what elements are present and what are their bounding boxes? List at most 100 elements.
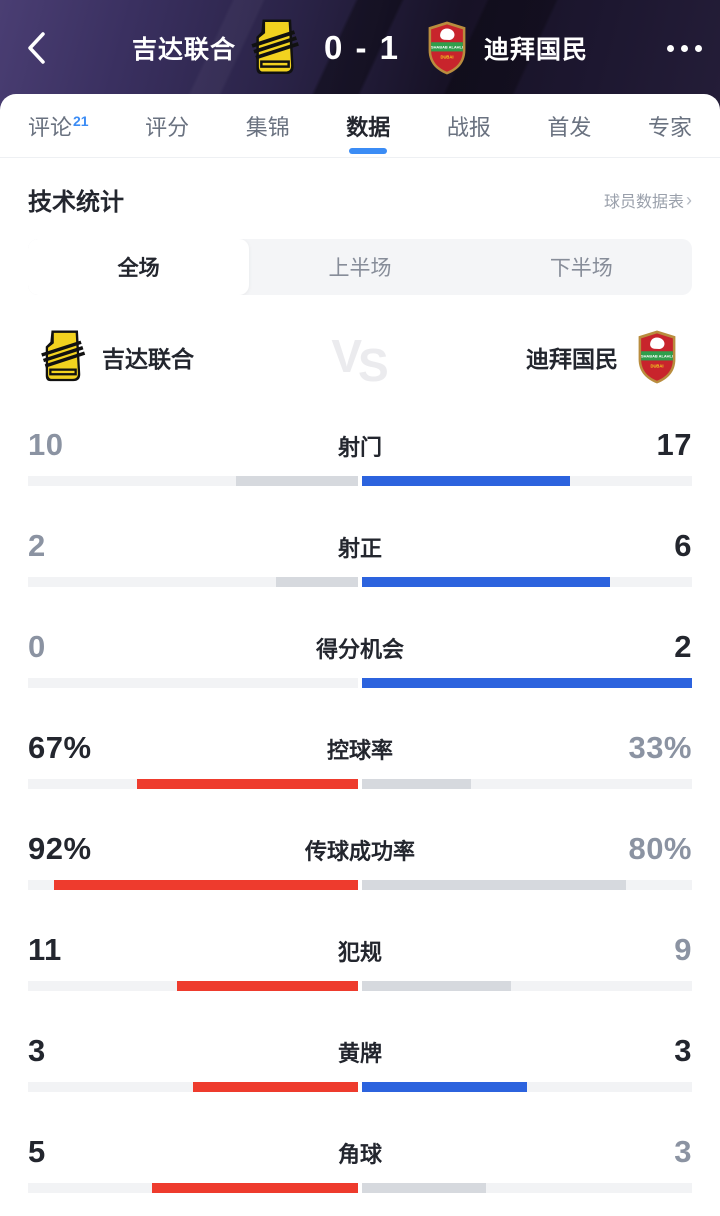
stat-home-value: 5 <box>28 1134 46 1169</box>
stat-bar <box>28 981 692 991</box>
svg-text:SHABAB ALAHLI: SHABAB ALAHLI <box>641 354 673 359</box>
away-team-side: 迪拜国民 SHABAB ALAHLI DUBAI <box>526 329 680 385</box>
more-button[interactable] <box>667 36 702 60</box>
svg-text:DUBAI: DUBAI <box>440 54 453 59</box>
stat-bar <box>28 476 692 486</box>
tab-bar: 评论21 评分 集锦 数据 战报 首发 专家 <box>0 94 720 158</box>
stat-row: 5 角球 3 <box>0 1134 720 1193</box>
stat-away-value: 2 <box>674 629 692 664</box>
stat-away-value: 9 <box>674 932 692 967</box>
stat-bar-away-fill <box>362 981 511 991</box>
stat-bar <box>28 779 692 789</box>
home-team-logo-ittihad <box>251 19 299 75</box>
stat-bar-home-track <box>28 577 358 587</box>
section-title: 技术统计 <box>28 189 124 216</box>
segment-上半场[interactable]: 上半场 <box>328 257 392 280</box>
content-card: 评论21 评分 集锦 数据 战报 首发 专家 技术统计 球员数据表 › 全场 上半场 下半场 吉… <box>0 94 720 1216</box>
stat-bar-home-track <box>28 1183 358 1193</box>
tab-评论[interactable]: 评论21 <box>28 112 89 140</box>
period-segmented-control: 全场 上半场 下半场 <box>28 239 692 295</box>
stat-home-value: 2 <box>28 528 46 563</box>
more-dots-icon <box>667 44 674 52</box>
stat-home-value: 0 <box>28 629 46 664</box>
stat-label: 射正 <box>337 536 382 561</box>
stat-bar-away-track <box>362 1183 692 1193</box>
chevron-right-icon: › <box>686 189 692 210</box>
stat-bar-away-fill <box>362 678 692 688</box>
stat-label: 射门 <box>337 435 382 460</box>
away-team-logo-shabab-alahli: SHABAB ALAHLI DUBAI <box>428 21 466 75</box>
stat-bar-home-fill <box>193 1082 358 1092</box>
stat-bar <box>28 577 692 587</box>
tab-首发[interactable]: 首发 <box>547 114 592 140</box>
stat-bar-home-fill <box>275 577 358 587</box>
stat-label: 黄牌 <box>337 1041 382 1066</box>
stat-bar-away-track <box>362 476 692 486</box>
tab-数据[interactable]: 数据 <box>340 96 396 156</box>
stat-bar-away-fill <box>362 1082 527 1092</box>
header-home-team-name: 吉达联合 <box>131 36 236 64</box>
stat-label: 角球 <box>337 1142 382 1167</box>
stat-bar-away-fill <box>362 779 471 789</box>
back-button[interactable] <box>18 30 54 66</box>
tab-评分[interactable]: 评分 <box>145 114 190 140</box>
stat-row: 3 黄牌 3 <box>0 1033 720 1092</box>
stat-home-value: 11 <box>28 932 62 967</box>
stat-away-value: 3 <box>674 1033 692 1068</box>
stat-bar-home-track <box>28 981 358 991</box>
away-team-label: 迪拜国民 <box>526 346 618 372</box>
stat-bar-home-track <box>28 779 358 789</box>
away-team-logo-shabab-alahli: SHABAB ALAHLI DUBAI <box>638 330 676 384</box>
stat-away-value: 33% <box>628 730 692 765</box>
stat-bar-away-track <box>362 981 692 991</box>
stat-bar-home-fill <box>54 880 358 890</box>
tab-集锦[interactable]: 集锦 <box>245 114 290 140</box>
stat-bar-away-fill <box>362 476 570 486</box>
stat-bar-home-fill <box>136 779 358 789</box>
stat-bar-away-track <box>362 1082 692 1092</box>
tab-专家[interactable]: 专家 <box>647 114 692 140</box>
home-team-logo-ittihad <box>41 330 86 382</box>
home-team-side: 吉达联合 <box>40 328 194 386</box>
stat-away-value: 6 <box>674 528 692 563</box>
stat-bar-home-fill <box>151 1183 358 1193</box>
stat-bar-away-fill <box>362 577 610 587</box>
stat-row: 11 犯规 9 <box>0 932 720 991</box>
stat-row: 2 射正 6 <box>0 528 720 587</box>
stat-bar-home-fill <box>235 476 358 486</box>
stat-label: 犯规 <box>337 940 382 965</box>
stat-home-value: 10 <box>28 427 64 462</box>
stat-bar-away-track <box>362 577 692 587</box>
stat-bar <box>28 678 692 688</box>
stat-away-value: 80% <box>628 831 692 866</box>
stat-away-value: 3 <box>674 1134 692 1169</box>
stat-bar <box>28 1082 692 1092</box>
stat-bar-away-track <box>362 779 692 789</box>
teams-row: 吉达联合 VS 迪拜国民 SHABAB ALAHLI DUBAI <box>0 321 720 393</box>
stat-bar-away-track <box>362 880 692 890</box>
section-head: 技术统计 球员数据表 › <box>0 158 720 217</box>
stat-bar-home-track <box>28 880 358 890</box>
stat-label: 传球成功率 <box>304 839 415 864</box>
segment-全场[interactable]: 全场 <box>28 239 250 295</box>
stat-label: 控球率 <box>326 738 393 763</box>
stat-row: 0 得分机会 2 <box>0 629 720 688</box>
stat-bar-away-fill <box>362 880 626 890</box>
back-icon <box>28 32 45 64</box>
stat-row: 10 射门 17 <box>0 427 720 486</box>
match-header: 吉达联合 0 - 1 SHABAB ALAHLI DUBAI 迪拜国民 <box>0 0 720 110</box>
stat-home-value: 67% <box>28 730 92 765</box>
tab-战报[interactable]: 战报 <box>446 114 491 140</box>
stat-bar-home-track <box>28 1082 358 1092</box>
stat-home-value: 3 <box>28 1033 46 1068</box>
svg-text:DUBAI: DUBAI <box>650 363 663 368</box>
svg-text:SHABAB ALAHLI: SHABAB ALAHLI <box>431 45 463 50</box>
stat-away-value: 17 <box>656 427 692 462</box>
stat-row: 92% 传球成功率 80% <box>0 831 720 890</box>
player-data-link[interactable]: 球员数据表 › <box>603 189 692 211</box>
score: 0 - 1 <box>323 29 401 66</box>
stat-label: 得分机会 <box>315 637 404 662</box>
segment-下半场[interactable]: 下半场 <box>549 257 613 280</box>
stat-row: 67% 控球率 33% <box>0 730 720 789</box>
stat-bar-home-track <box>28 476 358 486</box>
